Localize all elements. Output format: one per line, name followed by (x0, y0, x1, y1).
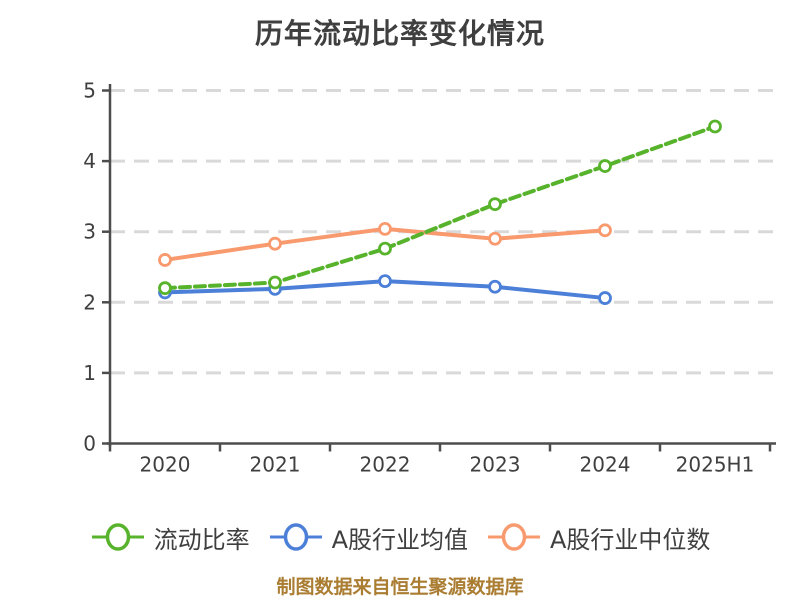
data-point-industry-mean-2022 (378, 274, 392, 289)
x-tick-label-2025H1: 2025H1 (676, 453, 755, 477)
y-tick-label-1: 1 (83, 361, 96, 385)
legend-label-industry-mean: A股行业均值 (331, 525, 468, 554)
legend-item-industry-median: A股行业中位数 (486, 520, 710, 555)
legend-marker-industry-mean-icon (269, 523, 322, 551)
data-point-industry-median-2021 (268, 236, 282, 251)
legend-item-industry-mean: A股行业均值 (268, 520, 468, 555)
data-point-industry-mean-2024 (598, 291, 612, 305)
x-tick-label-2024: 2024 (580, 453, 631, 477)
x-tick-label-2021: 2021 (250, 453, 301, 477)
data-point-current-ratio-2021 (268, 275, 282, 290)
legend-marker-current-ratio-icon (91, 523, 144, 551)
data-point-current-ratio-2023 (488, 197, 502, 212)
data-point-current-ratio-2022 (378, 241, 392, 256)
data-point-industry-mean-2023 (488, 279, 502, 294)
y-tick-label-3: 3 (83, 220, 96, 244)
data-point-current-ratio-2025H1 (708, 119, 722, 134)
data-source-note: 制图数据来自恒生聚源数据库 (276, 576, 524, 598)
chart-legend: 流动比率 A股行业均值 A股行业中位数 (0, 514, 800, 560)
y-tick-label-5: 5 (83, 79, 96, 103)
data-point-current-ratio-2020 (158, 281, 172, 296)
data-point-industry-median-2024 (598, 223, 612, 238)
legend-label-industry-median: A股行业中位数 (550, 525, 711, 554)
chart-title: 历年流动比率变化情况 (254, 17, 545, 50)
legend-item-current-ratio: 流动比率 (90, 520, 250, 555)
data-point-industry-median-2022 (378, 221, 392, 236)
y-tick-label-2: 2 (83, 290, 96, 314)
x-tick-label-2022: 2022 (360, 453, 411, 477)
data-point-industry-median-2023 (488, 231, 502, 246)
legend-marker-industry-median-icon (488, 523, 540, 551)
data-point-current-ratio-2024 (598, 159, 612, 173)
legend-label-current-ratio: 流动比率 (153, 525, 250, 554)
y-tick-label-0: 0 (83, 432, 96, 456)
x-tick-label-2020: 2020 (140, 453, 191, 477)
y-tick-label-4: 4 (83, 149, 96, 173)
data-point-industry-median-2020 (158, 253, 172, 267)
line-chart-plot: 0 1 2 3 4 5 2020 2021 2022 2023 2024 2025H1 (83, 79, 776, 477)
series-line-current-ratio (163, 124, 717, 291)
x-tick-label-2023: 2023 (470, 453, 521, 477)
